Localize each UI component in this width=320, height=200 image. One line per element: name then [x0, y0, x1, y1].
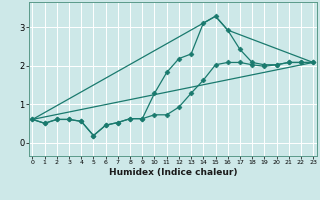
- X-axis label: Humidex (Indice chaleur): Humidex (Indice chaleur): [108, 168, 237, 177]
